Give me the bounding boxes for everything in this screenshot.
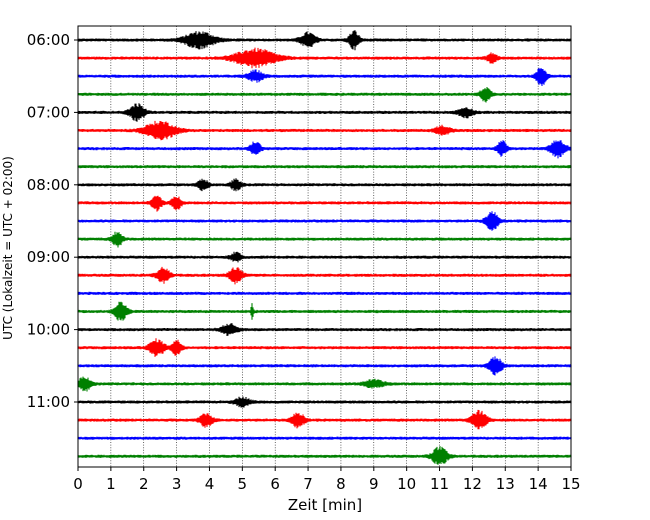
trace-0815 (77, 195, 572, 212)
x-tick-label: 9 (369, 475, 379, 493)
y-tick-label: 06:00 (27, 31, 70, 49)
y-axis-ticks: 06:00 07:00 08:00 09:00 10:00 11:00 (27, 31, 78, 411)
trace-0800 (77, 178, 572, 192)
trace-0900 (77, 251, 572, 263)
x-tick-label: 13 (496, 475, 515, 493)
trace-0845 (77, 231, 572, 248)
y-tick-label: 11:00 (27, 393, 70, 411)
trace-0945 (77, 301, 572, 321)
y-tick-label: 09:00 (27, 248, 70, 266)
x-tick-label: 12 (463, 475, 482, 493)
y-tick-label: 07:00 (27, 103, 70, 121)
x-tick-label: 5 (238, 475, 248, 493)
trace-1015 (77, 338, 572, 357)
trace-1130 (77, 436, 572, 440)
x-tick-label: 4 (205, 475, 215, 493)
trace-0745 (77, 165, 572, 169)
trace-1100 (77, 396, 572, 408)
x-tick-label: 1 (106, 475, 116, 493)
vertical-gridlines (110, 26, 539, 467)
x-tick-label: 3 (172, 475, 182, 493)
x-tick-label: 10 (397, 475, 416, 493)
plot-frame (77, 25, 572, 468)
trace-0700 (77, 103, 572, 122)
trace-0630 (77, 67, 572, 86)
trace-1030 (77, 356, 572, 376)
x-tick-label: 0 (73, 475, 83, 493)
x-tick-label: 14 (529, 475, 548, 493)
x-tick-label: 15 (561, 475, 580, 493)
trace-0730 (77, 140, 572, 159)
x-tick-label: 11 (430, 475, 449, 493)
trace-1115 (77, 409, 572, 430)
trace-0645 (77, 87, 572, 103)
x-tick-label: 2 (139, 475, 149, 493)
x-tick-label: 7 (303, 475, 313, 493)
trace-0915 (77, 266, 572, 285)
y-tick-label: 08:00 (27, 176, 70, 194)
trace-0715 (77, 120, 572, 141)
y-tick-label: 10:00 (27, 321, 70, 339)
trace-1045 (77, 376, 572, 392)
trace-1000 (77, 323, 572, 336)
y-axis-label: UTC (Lokalzeit = UTC + 02:00) (1, 156, 15, 340)
x-axis-label: Zeit [min] (288, 496, 362, 514)
seismic-traces (77, 30, 572, 465)
trace-0930 (77, 291, 572, 295)
trace-0830 (77, 211, 572, 231)
trace-0615 (77, 47, 572, 69)
x-axis-ticks: 0 1 2 3 4 5 6 7 8 9 10 11 12 13 14 15 (73, 467, 581, 493)
trace-0600 (77, 30, 572, 51)
trace-1145 (77, 446, 572, 465)
x-tick-label: 8 (336, 475, 346, 493)
x-tick-label: 6 (270, 475, 280, 493)
